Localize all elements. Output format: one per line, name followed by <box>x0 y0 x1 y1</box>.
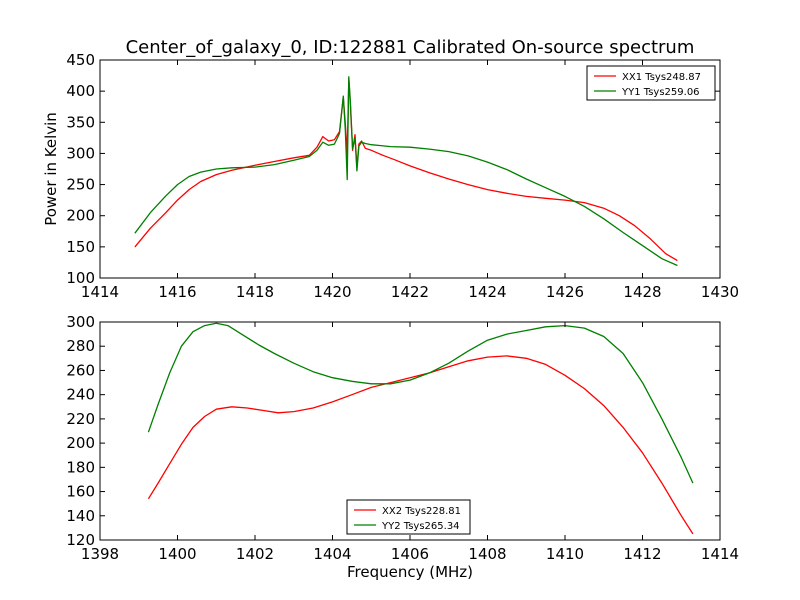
y-tick-label: 450 <box>66 51 95 69</box>
legend-label: YY2 Tsys265.34 <box>381 521 460 532</box>
y-tick-label: 120 <box>66 531 95 549</box>
y-tick-label: 100 <box>66 269 95 287</box>
legend-box <box>586 65 716 101</box>
y-tick-label: 160 <box>66 483 95 501</box>
series-line-1 <box>147 355 694 535</box>
y-tick-label: 400 <box>66 82 95 100</box>
y-tick-label: 200 <box>66 207 95 225</box>
x-tick-label: 1424 <box>468 283 506 301</box>
x-axis-label: Frequency (MHz) <box>347 563 473 581</box>
y-tick-label: 150 <box>66 238 95 256</box>
series-line-2 <box>147 322 694 484</box>
x-tick-label: 1404 <box>313 545 351 563</box>
x-tick-label: 1402 <box>236 545 274 563</box>
legend-label: XX1 Tsys248.87 <box>622 72 701 83</box>
x-tick-label: 1414 <box>701 545 739 563</box>
x-tick-label: 1428 <box>623 283 661 301</box>
x-tick-label: 1400 <box>158 545 196 563</box>
bottom-spectrum-panel: 1398 1400 1402 1404 1406 1408 1410 1412 1414 120 1… <box>66 313 739 563</box>
figure-title: Center_of_galaxy_0, ID:122881 Calibrated… <box>126 37 695 58</box>
series-line-2 <box>134 76 678 267</box>
x-tick-label: 1406 <box>391 545 429 563</box>
y-tick-label: 220 <box>66 410 95 428</box>
y-axis-label: Power in Kelvin <box>42 112 60 226</box>
x-tick-label: 1408 <box>468 545 506 563</box>
y-tick-label: 300 <box>66 144 95 162</box>
legend-label: YY1 Tsys259.06 <box>621 87 700 98</box>
x-tick-label: 1416 <box>158 283 196 301</box>
legend: XX1 Tsys248.87 YY1 Tsys259.06 <box>586 65 716 101</box>
legend-label: XX2 Tsys228.81 <box>382 506 461 517</box>
x-tick-label: 1414 <box>81 283 119 301</box>
x-tick-label: 1412 <box>623 545 661 563</box>
y-tick-label: 180 <box>66 458 95 476</box>
y-tick-label: 140 <box>66 507 95 525</box>
x-tick-label: 1426 <box>546 283 584 301</box>
x-tick-label: 1422 <box>391 283 429 301</box>
y-tick-label: 250 <box>66 176 95 194</box>
legend: XX2 Tsys228.81 YY2 Tsys265.34 <box>346 499 471 535</box>
y-tick-label: 350 <box>66 113 95 131</box>
top-spectrum-panel: 1414 1416 1418 1420 1422 1424 1426 1428 1430 100 1… <box>42 51 739 301</box>
x-tick-label: 1418 <box>236 283 274 301</box>
y-tick-label: 200 <box>66 434 95 452</box>
y-tick-label: 300 <box>66 313 95 331</box>
legend-box <box>346 499 471 535</box>
x-tick-label: 1410 <box>546 545 584 563</box>
y-tick-label: 260 <box>66 361 95 379</box>
y-tick-label: 240 <box>66 386 95 404</box>
x-tick-label: 1420 <box>313 283 351 301</box>
y-tick-label: 280 <box>66 337 95 355</box>
x-tick-label: 1398 <box>81 545 119 563</box>
x-tick-label: 1430 <box>701 283 739 301</box>
